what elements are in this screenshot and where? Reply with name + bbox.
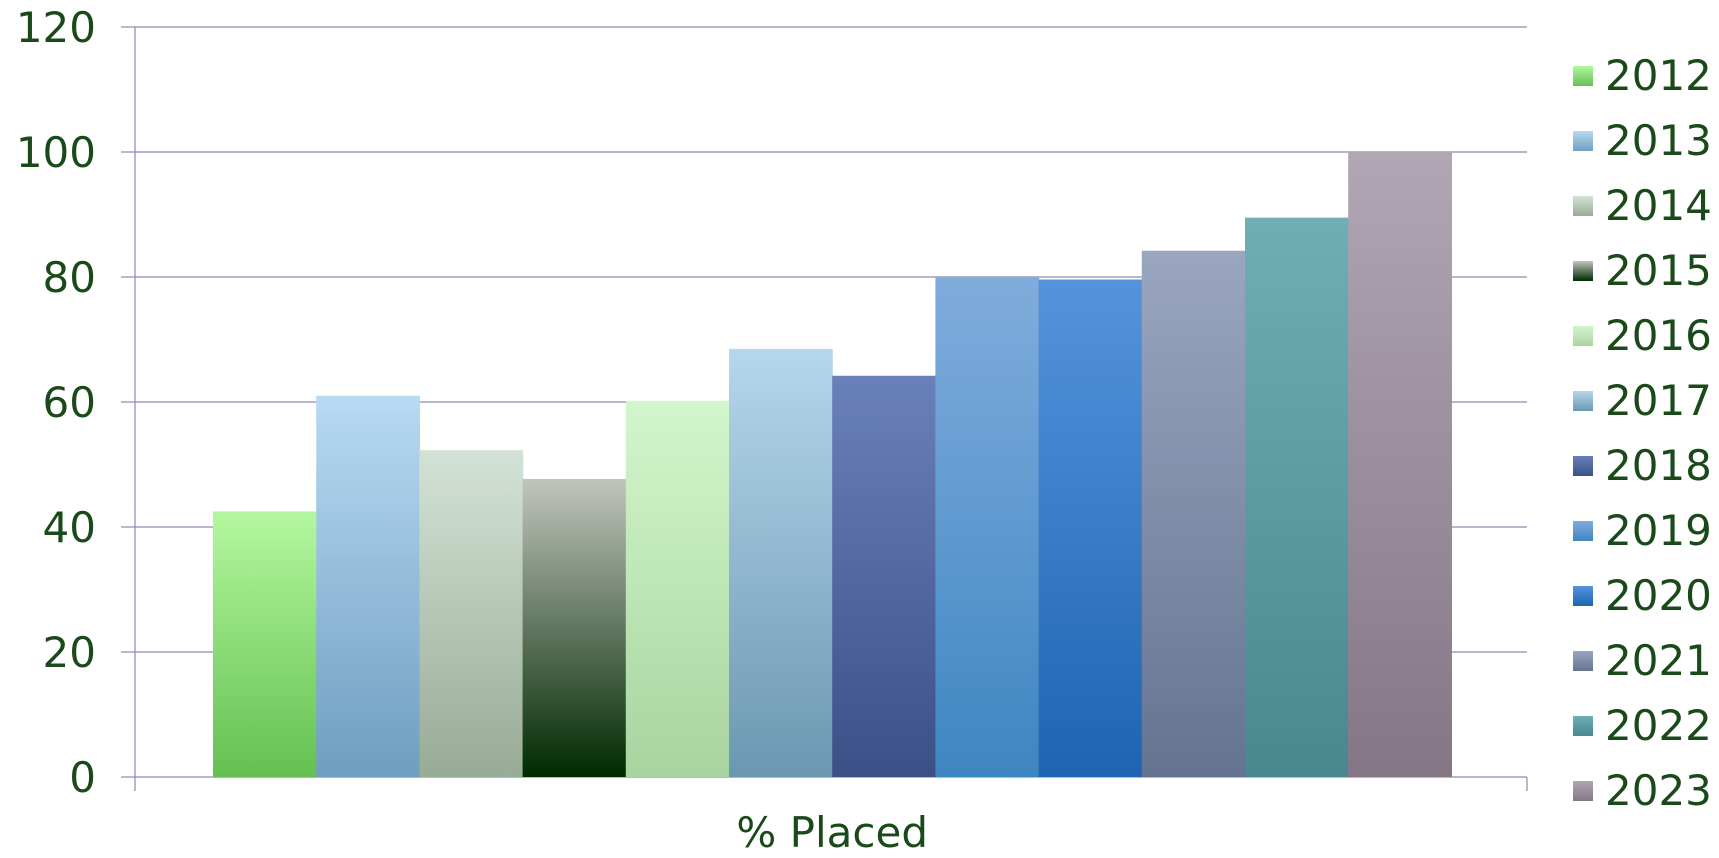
legend-label-2018: 2018	[1605, 441, 1712, 490]
legend-swatch-2012	[1573, 66, 1593, 86]
y-tick-label: 0	[69, 753, 96, 802]
legend-swatch-2021	[1573, 651, 1593, 671]
legend: 2012 2013 2014 2015 2016 2017 2018 2019 2020 2021…	[1573, 51, 1712, 815]
legend-label-2015: 2015	[1605, 246, 1712, 295]
bar-2021	[1141, 250, 1246, 777]
legend-swatch-2019	[1573, 521, 1593, 541]
legend-swatch-2016	[1573, 326, 1593, 346]
bar-2017	[729, 348, 833, 777]
legend-label-2016: 2016	[1605, 311, 1712, 360]
bar-2014	[419, 450, 524, 777]
bar-2013	[316, 395, 420, 777]
legend-swatch-2018	[1573, 456, 1593, 476]
legend-swatch-2014	[1573, 196, 1593, 216]
x-category-label: % Placed	[736, 808, 928, 854]
legend-label-2013: 2013	[1605, 116, 1712, 165]
legend-swatch-2017	[1573, 391, 1593, 411]
bars	[213, 152, 1452, 777]
bar-2023	[1348, 152, 1452, 777]
bar-2020	[1038, 279, 1143, 777]
bar-2012	[213, 511, 317, 777]
legend-label-2012: 2012	[1605, 51, 1712, 100]
bar-2015	[522, 478, 627, 777]
tick-labels: 0 20 40 60 80 100 120 % Placed	[16, 3, 928, 857]
legend-swatch-2022	[1573, 716, 1593, 736]
bar-2016	[625, 400, 730, 777]
y-tick-label: 80	[43, 253, 96, 302]
legend-swatch-2015	[1573, 261, 1593, 281]
legend-swatch-2013	[1573, 131, 1593, 151]
bar-2019	[935, 277, 1040, 777]
legend-label-2017: 2017	[1605, 376, 1712, 425]
legend-label-2019: 2019	[1605, 506, 1712, 555]
bar-2022	[1245, 217, 1349, 777]
y-tick-label: 60	[43, 378, 96, 427]
legend-swatch-2023	[1573, 781, 1593, 801]
legend-label-2022: 2022	[1605, 701, 1712, 750]
bar-2018	[832, 375, 936, 777]
legend-label-2021: 2021	[1605, 636, 1712, 685]
y-tick-label: 40	[43, 503, 96, 552]
legend-label-2020: 2020	[1605, 571, 1712, 620]
y-tick-label: 20	[43, 628, 96, 677]
y-tick-label: 120	[16, 3, 96, 52]
legend-label-2014: 2014	[1605, 181, 1712, 230]
y-tick-label: 100	[16, 128, 96, 177]
legend-swatch-2020	[1573, 586, 1593, 606]
legend-label-2023: 2023	[1605, 766, 1712, 815]
